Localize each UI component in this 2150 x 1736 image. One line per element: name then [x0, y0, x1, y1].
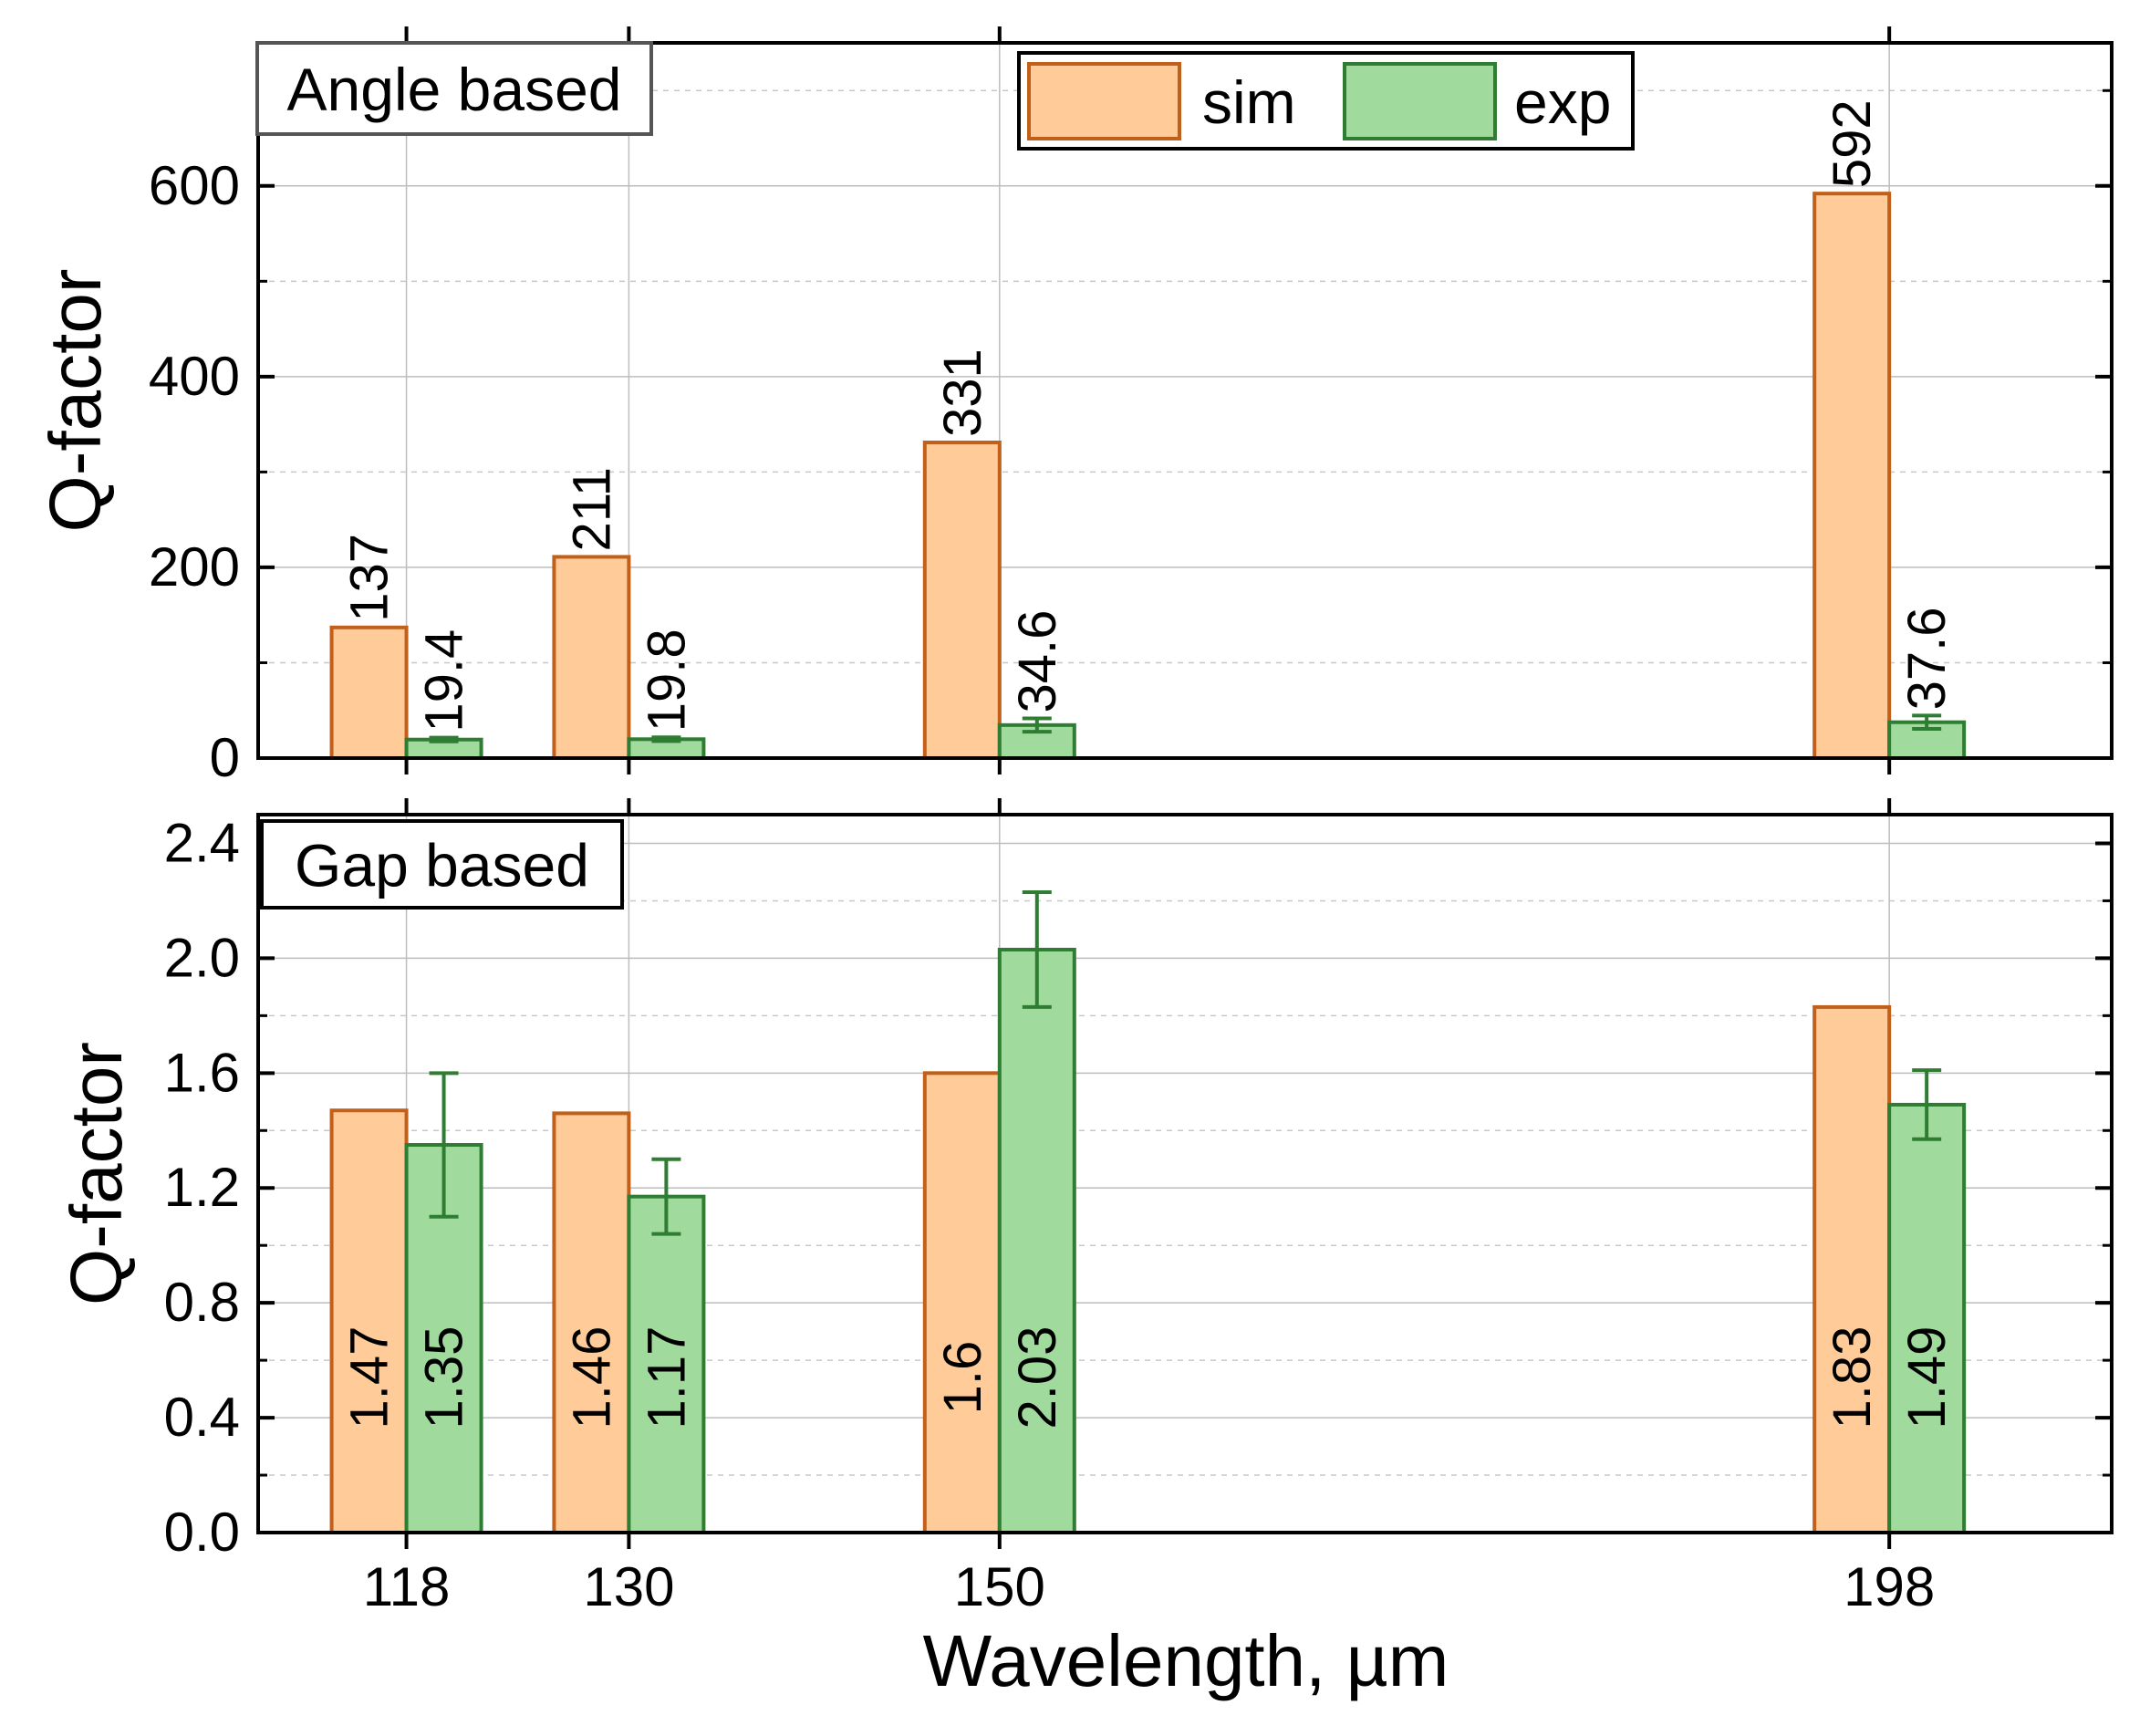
gap-based-panel: 1.47 1.46 1.6 1.83 1.35 1.17 2.03 1.49 0.0 0.4 0.8… — [56, 798, 2114, 1617]
legend-swatch-exp — [1343, 62, 1497, 140]
gap-bar-exp — [997, 947, 1076, 1535]
gap-bar-exp — [1887, 1102, 1967, 1534]
gap-value-label-exp: 2.03 — [1008, 1326, 1067, 1429]
gap-value-label-sim: 1.6 — [933, 1341, 992, 1415]
angle-value-label-sim: 331 — [933, 348, 992, 437]
angle-y-tick-label: 0 — [210, 727, 240, 788]
angle-value-label-exp: 19.4 — [415, 629, 474, 733]
legend: sim exp — [1017, 51, 1635, 151]
gap-bar-sim — [552, 1111, 631, 1534]
gap-y-axis-title: Q-factor — [56, 1042, 137, 1305]
legend-label-sim: sim — [1202, 68, 1296, 136]
legend-label-exp: exp — [1514, 68, 1611, 136]
angle-y-tick-label: 400 — [149, 346, 240, 407]
gap-title-box — [260, 819, 624, 910]
gap-x-tick-label: 118 — [363, 1556, 451, 1617]
gap-x-tick-label: 150 — [954, 1556, 1045, 1617]
angle-title-box — [255, 41, 653, 136]
gap-y-tick-label: 1.2 — [164, 1157, 240, 1218]
gap-bar-sim — [922, 1071, 1002, 1534]
gap-value-label-exp: 1.35 — [415, 1326, 474, 1429]
gap-value-label-sim: 1.46 — [562, 1326, 621, 1429]
angle-plot-frame — [256, 41, 2114, 760]
angle-y-tick-label: 600 — [149, 155, 240, 216]
gap-bar-exp — [404, 1143, 483, 1535]
angle-bar-sim — [1812, 192, 1892, 761]
angle-panel-title: Angle based — [287, 56, 622, 123]
gap-y-tick-label: 2.0 — [164, 927, 240, 988]
gap-value-label-sim: 1.47 — [340, 1326, 400, 1429]
angle-value-label-exp: 37.6 — [1897, 607, 1957, 710]
angle-bar-sim — [329, 625, 409, 760]
angle-bar-sim — [552, 555, 631, 761]
angle-value-label-sim: 137 — [340, 534, 400, 622]
gap-y-tick-label: 0.4 — [164, 1387, 240, 1448]
angle-value-label-sim: 211 — [562, 467, 621, 551]
gap-x-tick-label: 198 — [1844, 1556, 1935, 1617]
gap-bar-sim — [1812, 1004, 1892, 1534]
angle-value-label-exp: 34.6 — [1008, 610, 1067, 713]
gap-y-tick-label: 1.6 — [164, 1042, 240, 1103]
x-axis-title: Wavelength, µm — [923, 1620, 1449, 1701]
angle-based-panel: 137 211 331 592 19.4 19.8 34.6 37.6 0 200 400 600 Q-… — [35, 26, 2114, 788]
angle-y-axis-title: Q-factor — [35, 269, 116, 533]
gap-x-tick-label: 130 — [583, 1556, 674, 1617]
gap-y-tick-label: 0.0 — [164, 1502, 240, 1563]
gap-y-tick-label: 0.8 — [164, 1272, 240, 1333]
gap-value-label-sim: 1.83 — [1823, 1326, 1882, 1429]
gap-y-tick-label: 2.4 — [164, 812, 240, 873]
angle-y-tick-label: 200 — [149, 536, 240, 598]
gap-value-label-exp: 1.49 — [1897, 1326, 1957, 1429]
gap-panel-title: Gap based — [295, 832, 589, 899]
gap-value-label-exp: 1.17 — [637, 1326, 696, 1429]
legend-swatch-sim — [1027, 62, 1181, 140]
angle-bar-sim — [922, 440, 1002, 760]
gap-plot-frame — [256, 813, 2114, 1534]
gap-bar-sim — [329, 1108, 409, 1535]
angle-value-label-sim: 592 — [1823, 99, 1882, 188]
angle-value-label-exp: 19.8 — [637, 629, 696, 732]
